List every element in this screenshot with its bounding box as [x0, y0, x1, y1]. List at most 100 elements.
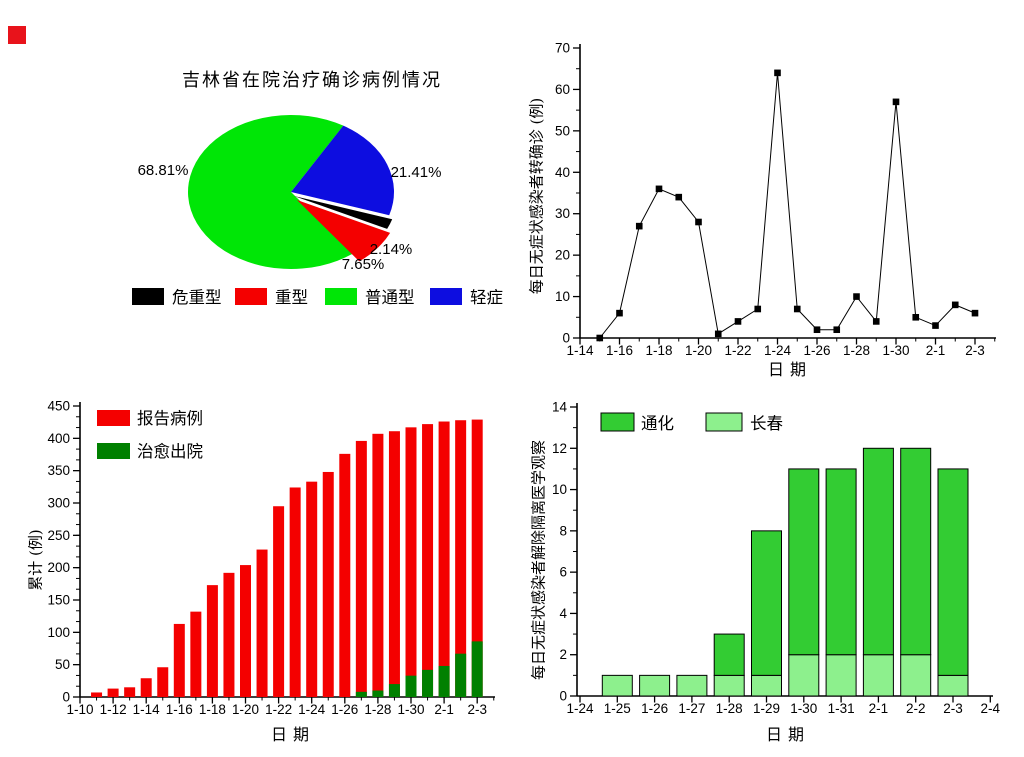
data-point-marker	[932, 322, 939, 329]
pie-slice-危重型	[294, 196, 393, 229]
bar-tonghua	[713, 633, 745, 676]
bar-reported	[273, 506, 285, 697]
data-point-marker	[951, 301, 959, 309]
line-series	[599, 72, 976, 339]
bar-reported	[355, 440, 367, 697]
tick-label: 2-1	[434, 702, 454, 717]
bar-reported	[339, 453, 351, 697]
tick-label: 0	[62, 690, 70, 705]
tick-label: 1-24	[764, 343, 792, 358]
tick-label: 1-20	[685, 343, 712, 358]
bar-cured	[471, 641, 483, 697]
tick-label: 8	[559, 523, 567, 538]
pie-slice-重型	[297, 200, 391, 262]
legend-swatch	[325, 288, 357, 305]
tick-label: 10	[555, 289, 570, 304]
tick-label: 10	[552, 482, 567, 497]
pie-slice-普通型	[188, 115, 354, 270]
tick-label: 1-26	[331, 702, 358, 717]
tick-label: 1-14	[566, 343, 594, 358]
legend-swatch	[97, 410, 130, 426]
legend-label: 长春	[750, 414, 783, 433]
tick-label: 1-22	[265, 702, 292, 717]
bar-changchun	[825, 654, 857, 697]
bar-tonghua	[900, 447, 932, 656]
tick-label: 300	[47, 496, 70, 511]
pie-canvas: 21.41% 2.14%7.65% 68.81% 危重型 重型 普通型 轻症	[132, 115, 503, 307]
bar-cured	[388, 684, 400, 697]
line-chart: 0 10 20 30 40 50 60 70 1-14 1-16 1-18 1-20 1-22 1-24 1…	[512, 0, 1024, 379]
tick-label: 100	[47, 625, 70, 640]
tick-label: 2-4	[981, 701, 1001, 716]
released-x-axis-label: 日期	[765, 725, 811, 744]
released-canvas: 0 2 4 6 8 10 12 14 1-24 1-25 1-26 1-27 1-28 1-29 1-30 1…	[552, 400, 1001, 717]
legend-swatch	[235, 288, 267, 305]
data-point-marker	[872, 318, 880, 325]
tick-label: 1-25	[604, 701, 631, 716]
tick-label: 1-28	[843, 343, 870, 358]
tick-label: 12	[552, 441, 567, 456]
line-x-axis-label: 日期	[767, 360, 813, 379]
data-point-marker	[971, 309, 979, 317]
tick-label: 1-20	[232, 702, 259, 717]
bar-changchun	[862, 654, 894, 697]
bar-reported	[173, 623, 185, 697]
bar-reported	[256, 549, 268, 697]
data-point-marker	[793, 305, 801, 313]
released-y-axis-label: 每日无症状感染者解除隔离医学观察	[529, 439, 548, 681]
cumulative-x-axis-label: 日期	[270, 725, 316, 744]
pie-chart: 21.41% 2.14% 7.65% 68.81% 危重型 重型 普通型 轻症 吉林省在院治疗…	[0, 0, 512, 378]
tick-label: 14	[552, 400, 568, 415]
tick-label: 1-10	[66, 702, 93, 717]
legend-label: 通化	[641, 414, 674, 433]
tick-label: 1-28	[716, 701, 743, 716]
data-point-marker	[734, 318, 742, 325]
data-point-marker	[813, 326, 821, 334]
cumulative-bar-chart: 0 50 100 150 200 250 300 350 400 450 1-10 1-12 1-14 1…	[0, 378, 512, 757]
tick-label: 200	[47, 560, 70, 575]
data-point-marker	[754, 305, 762, 313]
tick-label: 1-26	[641, 701, 668, 716]
bar-tonghua	[862, 447, 894, 656]
tick-label: 1-12	[100, 702, 127, 717]
bar-reported	[455, 420, 467, 697]
cumulative-canvas: 0 50 100 150 200 250 300 350 400 450 1-10 1-12 1-14 1…	[47, 399, 495, 717]
axes	[573, 44, 996, 345]
bar-reported	[471, 419, 483, 697]
bar-reported	[107, 688, 119, 697]
bar-reported	[289, 487, 301, 697]
tick-label: 1-27	[678, 701, 705, 716]
pie-percent-label: 2.14%	[370, 241, 413, 258]
bar-changchun	[937, 674, 969, 697]
data-point-marker	[596, 334, 604, 342]
line-y-axis-label: 每日无症状感染者转确诊 (例)	[527, 97, 546, 295]
tick-label: 400	[47, 431, 70, 446]
tick-label: 1-30	[882, 343, 909, 358]
bar-reported	[206, 585, 218, 697]
tick-label: 20	[555, 248, 570, 263]
bar-tonghua	[751, 530, 782, 676]
data-point-marker	[655, 185, 663, 193]
tick-label: 30	[555, 206, 570, 221]
stacked-bar-series	[601, 447, 969, 697]
legend-swatch	[97, 443, 130, 459]
tick-label: 70	[555, 41, 570, 56]
tick-label: 1-30	[790, 701, 817, 716]
legend: 通化 长春	[600, 412, 783, 433]
tick-label: 1-24	[298, 702, 326, 717]
cumulative-y-axis-label: 累计 (例)	[26, 529, 45, 591]
bar-cured	[355, 691, 367, 697]
tick-label: 0	[562, 331, 570, 346]
bar-reported	[306, 481, 318, 697]
data-point-marker	[635, 222, 643, 230]
bar-changchun	[788, 654, 820, 697]
legend-label: 轻症	[470, 288, 503, 307]
bar-reported	[372, 433, 384, 697]
bar-reported	[140, 678, 152, 697]
tick-label: 2-3	[943, 701, 963, 716]
legend-label: 重型	[275, 288, 308, 307]
bar-reported	[322, 471, 334, 697]
tick-label: 1-29	[753, 701, 780, 716]
legend-label: 报告病例	[137, 409, 203, 428]
tick-label: 1-18	[645, 343, 672, 358]
